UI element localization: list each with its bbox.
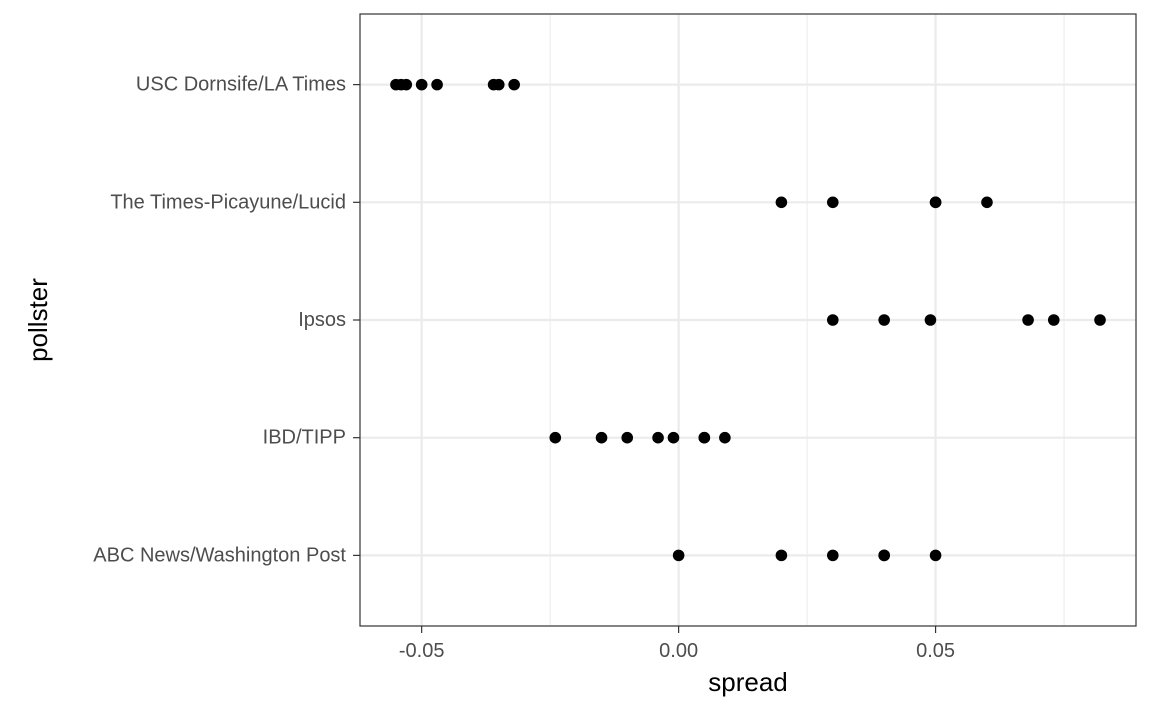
data-point bbox=[1047, 314, 1060, 326]
y-tick-label: Ipsos bbox=[298, 309, 346, 331]
data-point bbox=[878, 314, 890, 326]
data-point bbox=[595, 431, 608, 444]
data-point bbox=[924, 314, 937, 326]
data-point bbox=[929, 549, 942, 562]
data-point bbox=[1094, 314, 1106, 326]
data-point bbox=[549, 431, 562, 444]
y-tick-label: The Times-Picayune/Lucid bbox=[110, 191, 346, 213]
data-point bbox=[672, 549, 685, 562]
data-point bbox=[929, 196, 942, 209]
data-point bbox=[878, 549, 890, 562]
data-point bbox=[775, 549, 788, 562]
data-point bbox=[1022, 314, 1034, 326]
data-point bbox=[621, 431, 634, 444]
x-tick-label: -0.05 bbox=[399, 640, 445, 662]
data-points bbox=[390, 78, 1106, 562]
data-point bbox=[826, 549, 839, 562]
y-axis-title: pollster bbox=[23, 278, 53, 362]
data-point bbox=[415, 78, 428, 91]
data-point bbox=[775, 196, 788, 209]
data-point bbox=[400, 78, 413, 91]
data-point bbox=[698, 431, 711, 444]
data-point bbox=[667, 431, 680, 444]
x-axis: -0.05 0.00 0.05 bbox=[399, 626, 955, 662]
x-tick-label: 0.05 bbox=[916, 640, 955, 662]
data-point bbox=[826, 196, 839, 209]
data-point bbox=[652, 431, 664, 444]
data-point bbox=[981, 196, 993, 209]
y-axis: ABC News/Washington Post IBD/TIPP Ipsos The… bbox=[93, 74, 360, 566]
x-axis-title: spread bbox=[708, 667, 788, 697]
data-point bbox=[508, 78, 520, 91]
y-tick-label: IBD/TIPP bbox=[263, 427, 346, 449]
y-tick-label: USC Dornsife/LA Times bbox=[136, 74, 346, 96]
data-point bbox=[826, 314, 839, 326]
major-gridlines bbox=[360, 14, 1136, 626]
y-tick-label: ABC News/Washington Post bbox=[93, 544, 346, 566]
data-point bbox=[492, 78, 505, 91]
data-point bbox=[431, 78, 443, 91]
x-tick-label: 0.00 bbox=[659, 640, 698, 662]
data-point bbox=[719, 431, 731, 444]
